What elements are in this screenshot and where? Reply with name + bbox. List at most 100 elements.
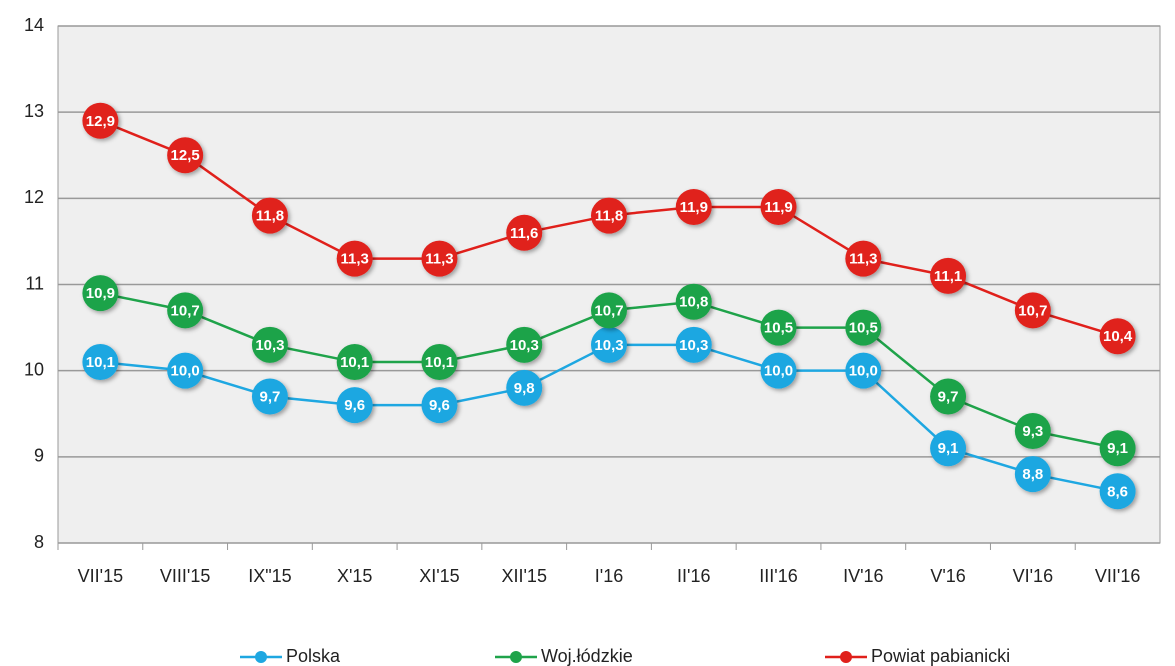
data-label: 10,1 — [86, 354, 115, 371]
legend-label: Woj.łódzkie — [541, 646, 633, 666]
data-label: 11,3 — [425, 251, 453, 268]
y-tick-label: 13 — [24, 101, 44, 121]
point-marker — [1014, 412, 1051, 449]
legend-label: Polska — [286, 646, 341, 666]
x-tick-label: II'16 — [677, 566, 710, 586]
data-label: 11,3 — [849, 251, 877, 268]
point-marker — [930, 378, 967, 415]
point-marker — [421, 240, 458, 277]
legend-marker — [510, 651, 522, 663]
point-marker — [1014, 292, 1051, 329]
x-tick-label: XII'15 — [501, 566, 546, 586]
data-label: 10,9 — [86, 285, 115, 302]
point-marker — [421, 344, 458, 381]
data-label: 10,7 — [594, 302, 623, 319]
x-tick-label: VII'16 — [1095, 566, 1140, 586]
data-label: 8,8 — [1022, 466, 1043, 483]
data-label: 12,9 — [86, 113, 115, 130]
data-label: 10,1 — [425, 354, 454, 371]
point-marker — [82, 275, 119, 312]
data-label: 10,3 — [594, 337, 623, 354]
point-marker — [591, 292, 627, 329]
x-tick-label: III'16 — [759, 566, 797, 586]
point-marker — [1099, 473, 1136, 510]
y-tick-label: 8 — [34, 532, 44, 552]
point-marker — [845, 352, 882, 389]
point-marker — [1014, 456, 1051, 493]
data-label: 9,7 — [938, 388, 959, 405]
x-tick-label: I'16 — [595, 566, 623, 586]
point-marker — [591, 326, 627, 363]
data-label: 11,9 — [764, 199, 792, 216]
point-marker — [251, 197, 288, 234]
data-label: 11,6 — [510, 225, 538, 242]
data-label: 10,8 — [679, 294, 708, 311]
data-label: 10,5 — [849, 320, 878, 337]
data-label: 10,3 — [510, 337, 539, 354]
point-marker — [930, 257, 967, 294]
point-marker — [336, 240, 373, 277]
y-tick-label: 9 — [34, 446, 44, 466]
point-marker — [421, 387, 458, 424]
point-marker — [845, 309, 882, 346]
point-marker — [760, 309, 797, 346]
legend-marker — [840, 651, 852, 663]
point-marker — [82, 344, 119, 381]
x-tick-label: VIII'15 — [160, 566, 210, 586]
legend-label: Powiat pabianicki — [871, 646, 1010, 666]
data-label: 10,0 — [171, 363, 200, 380]
data-label: 11,8 — [256, 208, 284, 225]
y-tick-label: 12 — [24, 187, 44, 207]
y-tick-label: 11 — [25, 273, 44, 293]
x-tick-label: X'15 — [337, 566, 372, 586]
data-label: 9,3 — [1022, 423, 1043, 440]
point-marker — [845, 240, 882, 277]
data-label: 10,7 — [171, 302, 200, 319]
point-marker — [591, 197, 627, 234]
data-label: 9,8 — [514, 380, 535, 397]
point-marker — [1099, 430, 1136, 467]
point-marker — [167, 137, 204, 174]
x-tick-label: IX"15 — [248, 566, 291, 586]
data-label: 9,1 — [1107, 440, 1128, 457]
data-label: 11,3 — [341, 251, 369, 268]
x-tick-label: IV'16 — [843, 566, 883, 586]
data-label: 10,1 — [340, 354, 369, 371]
point-marker — [675, 188, 712, 225]
point-marker — [506, 214, 543, 251]
point-marker — [675, 326, 712, 363]
point-marker — [760, 352, 797, 389]
data-label: 10,0 — [849, 363, 878, 380]
y-tick-label: 10 — [24, 359, 44, 379]
point-marker — [251, 326, 288, 363]
point-marker — [167, 292, 204, 329]
data-label: 10,0 — [764, 363, 793, 380]
point-marker — [930, 430, 967, 467]
point-marker — [506, 369, 543, 406]
data-label: 10,5 — [764, 320, 793, 337]
point-marker — [1099, 318, 1136, 355]
x-tick-label: VI'16 — [1013, 566, 1053, 586]
point-marker — [251, 378, 288, 415]
data-label: 8,6 — [1107, 483, 1128, 500]
data-label: 10,3 — [255, 337, 284, 354]
y-tick-label: 14 — [24, 15, 44, 35]
point-marker — [506, 326, 543, 363]
data-label: 9,7 — [259, 388, 280, 405]
point-marker — [82, 102, 119, 139]
x-tick-label: V'16 — [930, 566, 965, 586]
point-marker — [336, 387, 373, 424]
data-label: 10,7 — [1018, 302, 1047, 319]
point-marker — [167, 352, 204, 389]
data-label: 10,3 — [679, 337, 708, 354]
data-label: 9,6 — [429, 397, 450, 414]
data-label: 9,1 — [938, 440, 959, 457]
point-marker — [760, 188, 797, 225]
point-marker — [336, 344, 373, 381]
x-tick-label: XI'15 — [419, 566, 459, 586]
x-tick-label: VII'15 — [78, 566, 123, 586]
point-marker — [675, 283, 712, 320]
data-label: 11,8 — [595, 208, 623, 225]
